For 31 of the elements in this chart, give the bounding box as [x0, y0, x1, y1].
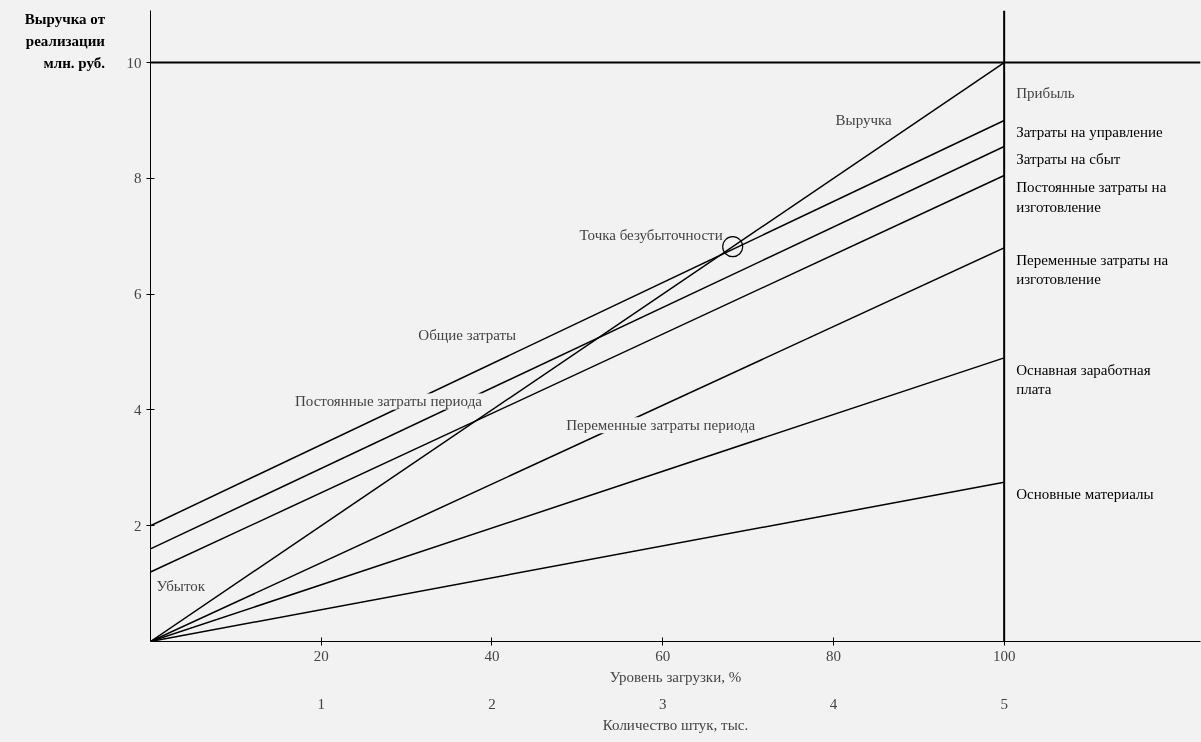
annotation: Прибыль	[1016, 84, 1075, 101]
y-tick-label: 10	[126, 54, 142, 71]
annotation: Точка безубыточности	[579, 226, 723, 243]
x2-tick-label: 4	[829, 695, 838, 712]
series-label: Постоянные затраты на изготовление	[1016, 179, 1167, 215]
x2-axis-title: Количество штук, тыс.	[602, 716, 749, 733]
y-axis-title: Выручка от реализации млн. руб.	[23, 10, 105, 73]
x-axis-title: Уровень загрузки, %	[609, 668, 742, 685]
annotation: Выручка	[835, 112, 893, 129]
annotation: Постоянные затраты периода	[294, 393, 483, 410]
y-tick-label: 2	[134, 517, 142, 534]
y-tick-label: 4	[134, 401, 142, 418]
x-tick-label: 100	[992, 647, 1016, 664]
x-tick-label: 60	[655, 647, 671, 664]
annotation: Переменные затраты периода	[566, 417, 756, 434]
x2-tick-label: 5	[1000, 695, 1008, 712]
x-tick-label: 40	[484, 647, 500, 664]
x-tick-label: 80	[825, 647, 841, 664]
y-tick-label: 8	[134, 170, 142, 187]
series-label: Основные материалы	[1016, 486, 1154, 503]
x2-tick-label: 1	[317, 695, 325, 712]
y-tick-label: 6	[134, 286, 142, 303]
series-label: Затраты на управление	[1016, 124, 1164, 141]
x2-tick-label: 3	[658, 695, 667, 712]
series-label: Затраты на сбыт	[1016, 150, 1121, 167]
series-label: Оснавная заработная плата	[1016, 361, 1151, 398]
x-tick-label: 20	[313, 647, 329, 664]
x2-tick-label: 2	[488, 695, 496, 712]
annotation: Общие затраты	[418, 327, 517, 344]
annotation: Убыток	[156, 577, 206, 594]
series-label: Переменные затраты на изготовление	[1016, 251, 1169, 288]
